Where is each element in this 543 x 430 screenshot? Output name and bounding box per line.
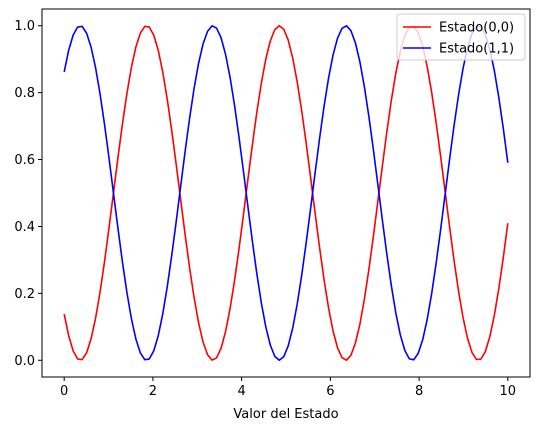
y-axis-ticks: 0.0 0.2 0.4 0.6 0.8 1.0 [14, 19, 42, 369]
series-line-0 [63, 24, 509, 361]
y-tick-label: 0.4 [14, 220, 35, 235]
axes-frame [41, 8, 531, 378]
x-axis-label: Valor del Estado [233, 407, 338, 422]
y-tick-label: 0.6 [14, 153, 35, 168]
x-axis-ticks: 0 2 4 6 8 10 [60, 377, 516, 399]
y-tick-label: 0.0 [14, 354, 35, 369]
x-tick-label: 6 [326, 384, 334, 399]
x-tick-label: 4 [237, 384, 245, 399]
x-tick-label: 8 [415, 384, 423, 399]
plot-lines [63, 24, 509, 362]
series-line-1 [63, 25, 509, 362]
legend: Estado(0,0) Estado(1,1) [396, 13, 526, 61]
x-tick-label: 2 [149, 384, 157, 399]
legend-label: Estado(1,1) [439, 42, 514, 57]
y-tick-label: 0.2 [14, 287, 35, 302]
legend-label: Estado(0,0) [439, 21, 514, 36]
x-tick-label: 10 [500, 384, 517, 399]
y-tick-label: 1.0 [14, 19, 35, 34]
y-tick-label: 0.8 [14, 86, 35, 101]
x-tick-label: 0 [60, 384, 68, 399]
